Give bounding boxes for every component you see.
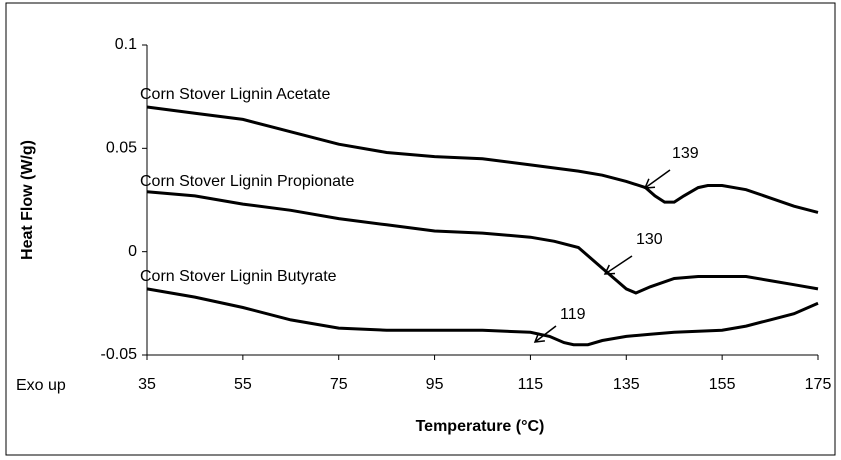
peak-label: 119 [560,306,586,323]
y-tick-label: 0.1 [115,36,137,53]
peak-label: 130 [636,231,663,248]
arrow-shaft [644,169,671,189]
x-tick-label: 75 [330,376,348,393]
exo-note: Exo up [16,377,66,394]
y-tick-label: 0 [128,243,137,260]
series-line [146,105,819,214]
x-axis-label: Temperature (°C) [416,418,545,435]
x-tick-label: 55 [234,376,252,393]
y-tick-label: -0.05 [101,346,138,363]
series-label: Corn Stover Lignin Propionate [140,173,354,190]
x-tick-label: 135 [613,376,640,393]
y-tick-label: 0.05 [106,140,137,157]
x-tick-label: 115 [518,376,544,393]
series-label: Corn Stover Lignin Butyrate [140,268,337,285]
x-tick-label: 155 [709,376,736,393]
series-line [146,287,819,347]
arrow-shaft [534,325,557,343]
series-label: Corn Stover Lignin Acetate [140,86,330,103]
x-tick-label: 175 [805,376,832,393]
arrow-shaft [604,255,633,275]
y-axis-label: Heat Flow (W/g) [19,140,36,260]
series-line [146,190,819,295]
arrow-head [533,332,545,343]
arrow-head [643,178,656,189]
peak-label: 139 [672,145,699,162]
arrow-head [603,264,616,275]
frame [5,2,836,456]
x-tick-label: 95 [426,376,444,393]
x-tick-label: 35 [138,376,156,393]
